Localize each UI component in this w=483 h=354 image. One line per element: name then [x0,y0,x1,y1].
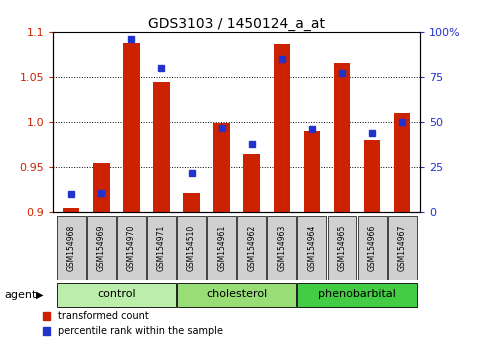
Bar [183,193,200,212]
Text: GSM154968: GSM154968 [67,225,76,271]
Text: GSM154967: GSM154967 [398,224,407,271]
Bar [243,154,260,212]
Bar [117,216,146,280]
Text: GSM154969: GSM154969 [97,224,106,271]
Text: GSM154970: GSM154970 [127,224,136,271]
Text: ▶: ▶ [36,290,44,300]
Bar [364,140,380,212]
Text: GSM154962: GSM154962 [247,225,256,271]
Bar [304,131,320,212]
Bar [268,216,296,280]
Bar [123,43,140,212]
Bar [93,163,110,212]
Text: GSM154963: GSM154963 [277,224,286,271]
Legend: transformed count, percentile rank within the sample: transformed count, percentile rank withi… [39,308,227,340]
Text: phenobarbital: phenobarbital [318,289,396,299]
Text: GSM154964: GSM154964 [307,224,316,271]
Bar [153,81,170,212]
Bar [298,216,327,280]
Text: GSM154961: GSM154961 [217,225,226,271]
Bar [87,216,116,280]
Bar [237,216,266,280]
Bar [388,216,417,280]
Bar [207,216,236,280]
Bar [177,216,206,280]
Bar [327,216,356,280]
Bar [357,216,386,280]
Bar [213,123,230,212]
Text: GSM154966: GSM154966 [368,224,377,271]
Title: GDS3103 / 1450124_a_at: GDS3103 / 1450124_a_at [148,17,325,31]
Bar [57,283,176,307]
Bar [147,216,176,280]
Text: GSM154510: GSM154510 [187,225,196,271]
Text: GSM154965: GSM154965 [338,224,346,271]
Text: agent: agent [5,290,37,300]
Bar [334,63,350,212]
Bar [57,216,85,280]
Text: cholesterol: cholesterol [206,289,267,299]
Bar [273,44,290,212]
Bar [63,208,80,212]
Bar [298,283,417,307]
Bar [177,283,296,307]
Text: GSM154971: GSM154971 [157,225,166,271]
Bar [394,113,411,212]
Text: control: control [97,289,136,299]
